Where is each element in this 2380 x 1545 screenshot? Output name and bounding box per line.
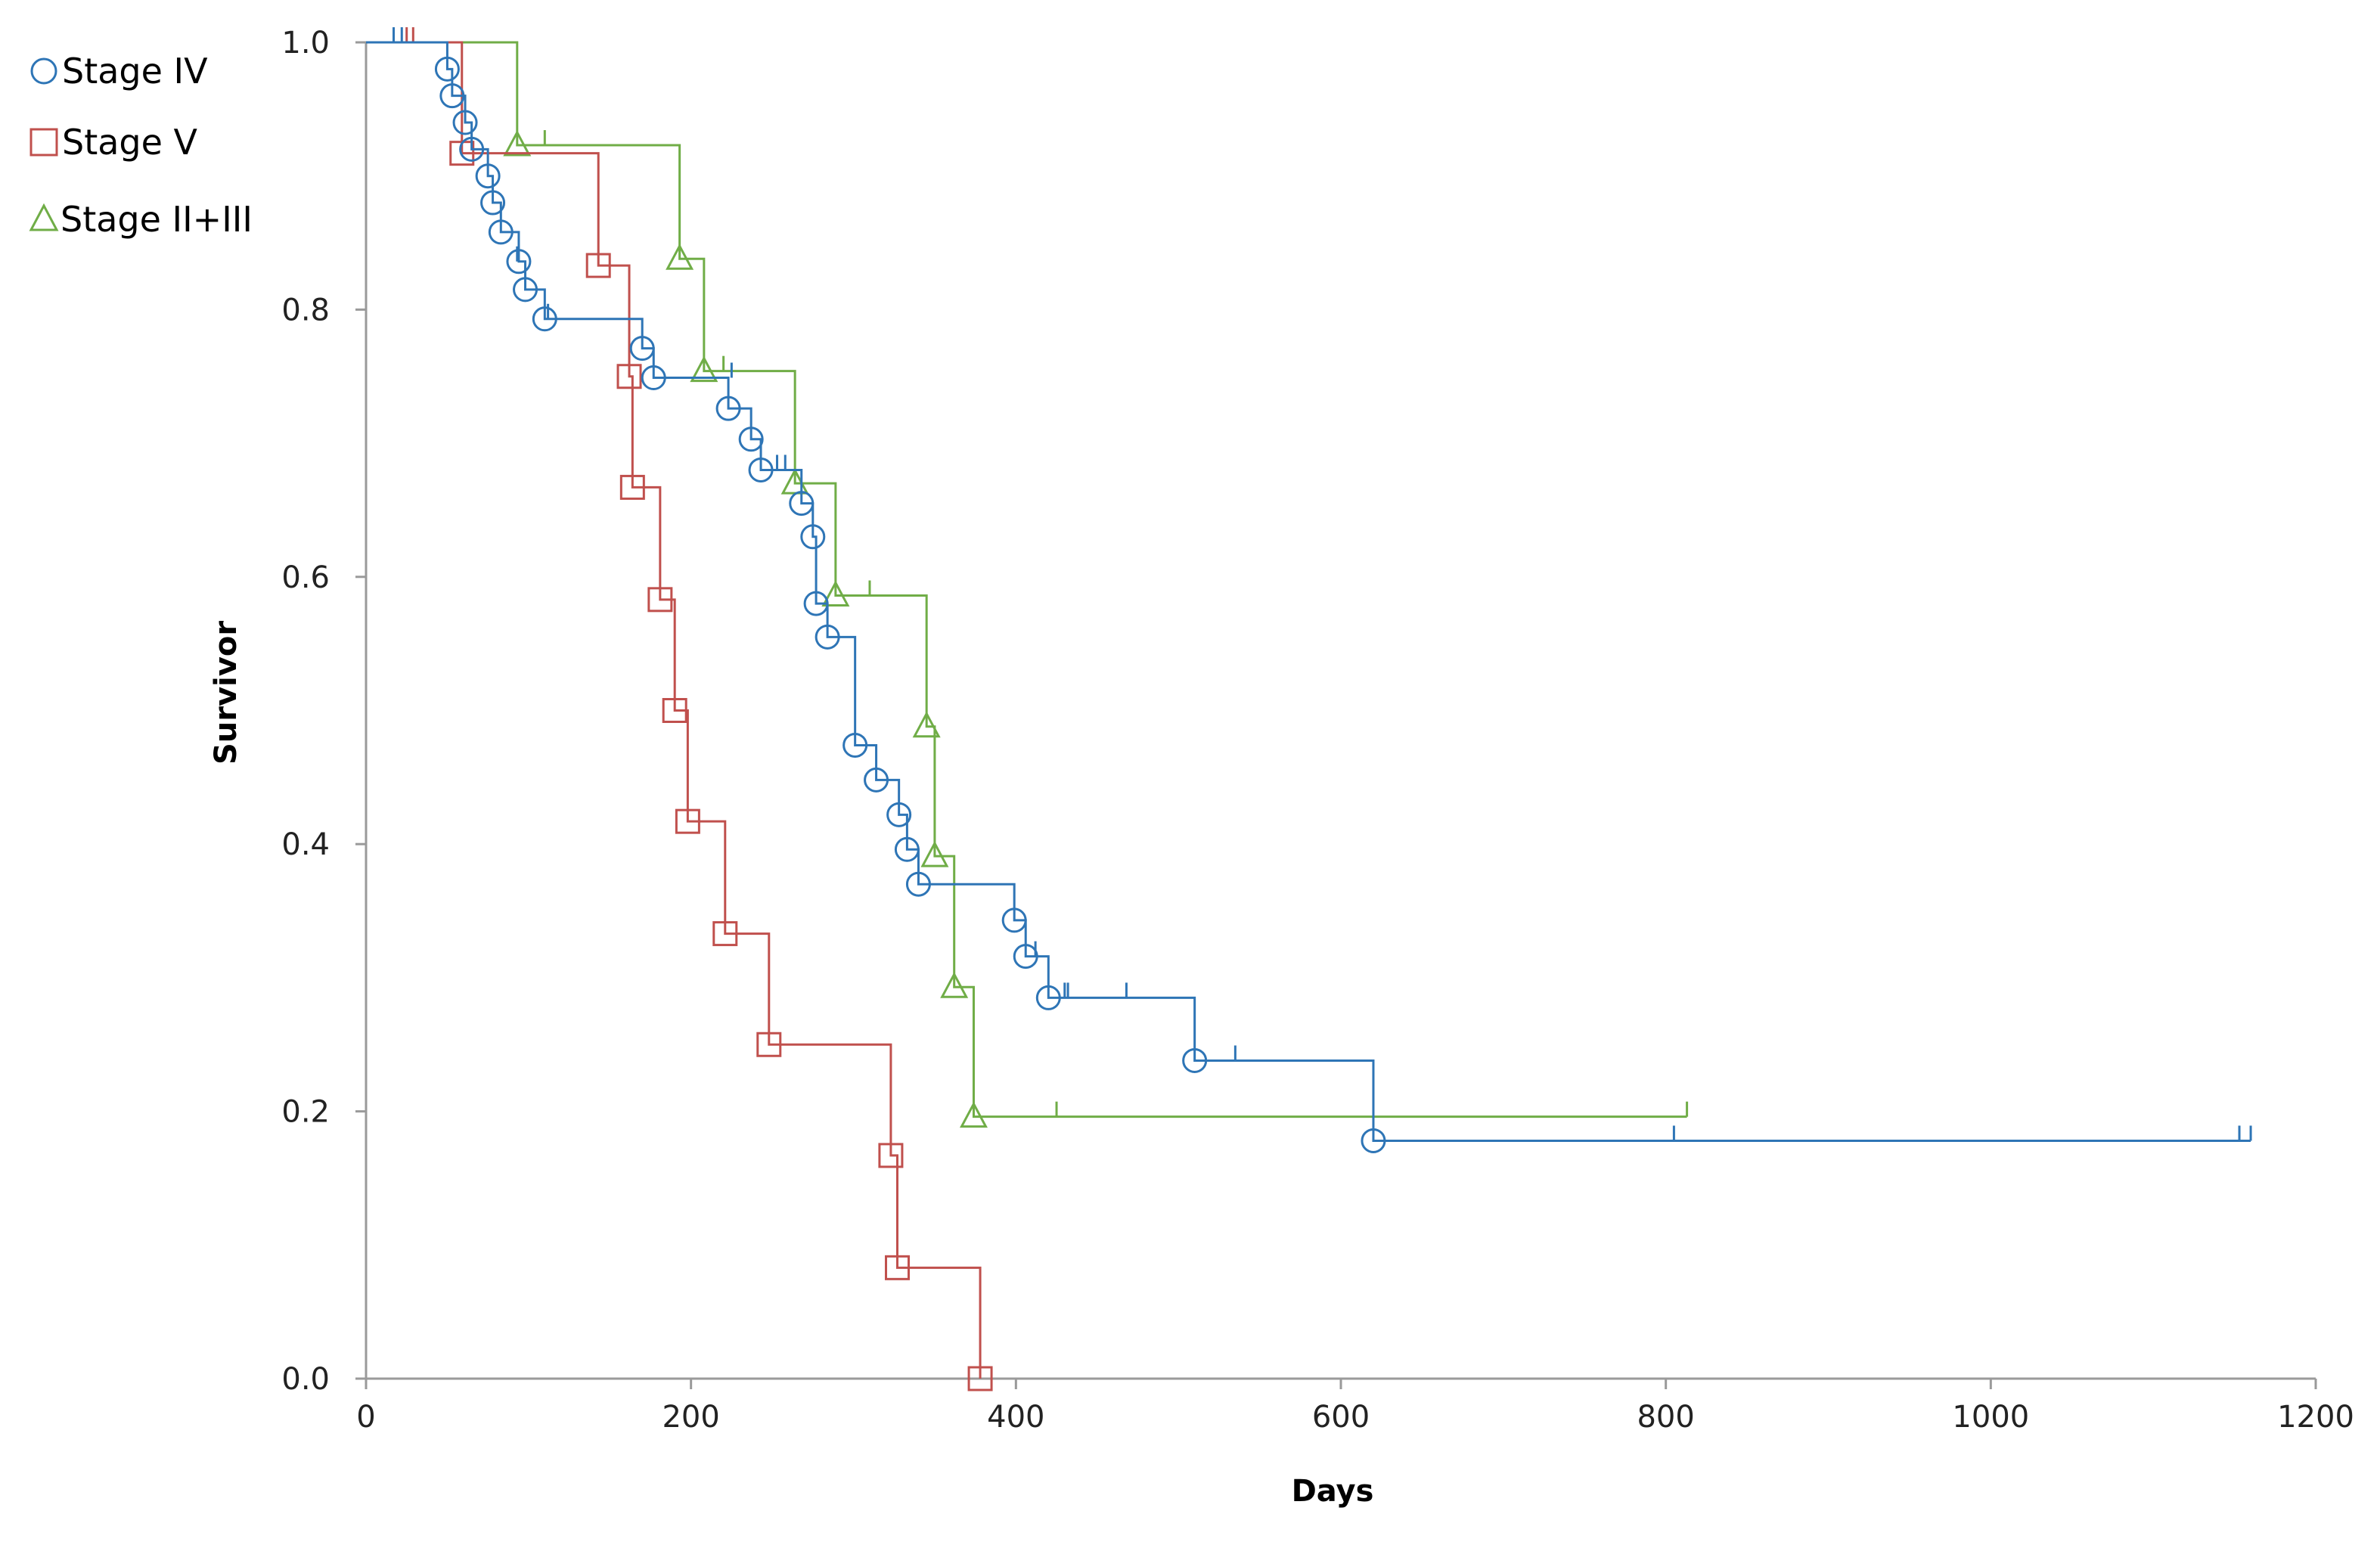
event-marker-stage-iv	[1182, 1047, 1208, 1073]
event-marker-stage-iv	[1013, 944, 1038, 970]
event-marker-stage-iv	[800, 524, 826, 550]
series-line-stage-v	[366, 41, 982, 1379]
event-marker-stage-ii-iii	[503, 129, 532, 157]
event-marker-stage-iv	[475, 163, 501, 189]
event-marker-stage-iv	[452, 110, 478, 135]
event-marker-stage-v	[712, 921, 738, 947]
event-marker-stage-iv	[894, 836, 920, 862]
event-marker-stage-iv	[459, 136, 485, 162]
event-marker-stage-v	[619, 474, 645, 500]
y-axis-title: Survivor	[209, 621, 244, 765]
x-tick-label: 400	[987, 1400, 1044, 1435]
event-marker-stage-v	[878, 1143, 904, 1168]
legend-item-stage-ii-iii: Stage II+III	[29, 199, 253, 240]
series-stage-ii-iii	[366, 41, 1689, 1128]
event-marker-stage-v	[885, 1255, 911, 1280]
y-tick-label: 0.2	[281, 1095, 330, 1130]
event-marker-stage-iv	[815, 624, 840, 650]
x-tick-label: 0	[356, 1400, 375, 1435]
event-marker-stage-iv	[488, 219, 514, 245]
event-marker-stage-ii-iii	[959, 1101, 988, 1128]
event-marker-stage-v	[675, 808, 700, 834]
legend-circle-icon	[30, 57, 57, 85]
y-tick-label: 0.8	[281, 293, 330, 327]
event-marker-stage-iv	[439, 83, 465, 109]
event-marker-stage-iv	[532, 306, 557, 332]
event-marker-stage-v	[967, 1366, 993, 1391]
y-tick-label: 0.4	[281, 827, 330, 862]
x-tick-label: 1200	[2277, 1400, 2354, 1435]
x-tick-label: 200	[662, 1400, 719, 1435]
event-marker-stage-iv	[1361, 1128, 1386, 1153]
event-marker-stage-iv	[803, 591, 829, 616]
event-marker-stage-iv	[1001, 907, 1027, 933]
legend-square-icon	[29, 128, 58, 157]
y-tick-label: 0.0	[281, 1362, 330, 1397]
event-marker-stage-v	[756, 1032, 782, 1057]
event-marker-stage-iv	[513, 277, 538, 302]
event-marker-stage-iv	[434, 56, 460, 82]
event-marker-stage-iv	[1035, 985, 1061, 1010]
event-marker-stage-iv	[506, 249, 532, 275]
series-stage-v	[366, 27, 993, 1391]
event-marker-stage-iv	[886, 802, 912, 827]
event-marker-stage-iv	[905, 871, 931, 897]
series-line-stage-ii-iii	[366, 41, 1687, 1118]
event-marker-stage-iv	[715, 396, 741, 421]
legend-item-stage-iv: Stage IV	[30, 51, 208, 92]
series-line-stage-iv	[366, 41, 2251, 1142]
event-marker-stage-iv	[789, 491, 815, 517]
event-marker-stage-iv	[641, 365, 666, 391]
series-layer	[366, 27, 2252, 1391]
event-marker-stage-iv	[864, 767, 889, 793]
event-marker-stage-v	[647, 587, 673, 613]
legend: Stage IV Stage V Stage II+III	[29, 51, 253, 240]
event-marker-stage-iv	[748, 457, 774, 482]
event-marker-stage-ii-iii	[920, 840, 949, 867]
event-marker-stage-ii-iii	[666, 244, 694, 270]
legend-label: Stage V	[62, 122, 198, 163]
legend-label: Stage II+III	[61, 199, 253, 240]
event-marker-stage-iv	[480, 190, 506, 216]
event-marker-stage-ii-iii	[821, 580, 850, 607]
legend-item-stage-v: Stage V	[29, 122, 198, 163]
legend-triangle-icon	[29, 203, 59, 231]
event-marker-stage-iv	[629, 336, 655, 361]
y-tick-label: 0.6	[281, 560, 330, 595]
axes: 0 200 400 600 800 1000 1200 0.0 0.2 0.4 0.6 0.8 1.0	[281, 26, 2354, 1435]
event-marker-stage-v	[585, 253, 611, 278]
x-tick-label: 600	[1312, 1400, 1370, 1435]
series-stage-iv	[366, 27, 2252, 1153]
x-tick-label: 800	[1637, 1400, 1694, 1435]
event-marker-stage-iv	[842, 732, 868, 758]
event-marker-stage-ii-iii	[690, 355, 718, 383]
event-marker-stage-v	[662, 698, 687, 723]
event-marker-stage-ii-iii	[912, 711, 941, 738]
x-axis-title: Days	[1292, 1474, 1374, 1509]
event-marker-stage-v	[616, 364, 642, 389]
legend-label: Stage IV	[62, 51, 208, 92]
y-tick-label: 1.0	[281, 26, 330, 60]
event-marker-stage-iv	[738, 427, 764, 452]
event-marker-stage-ii-iii	[940, 972, 969, 998]
x-tick-label: 1000	[1952, 1400, 2029, 1435]
